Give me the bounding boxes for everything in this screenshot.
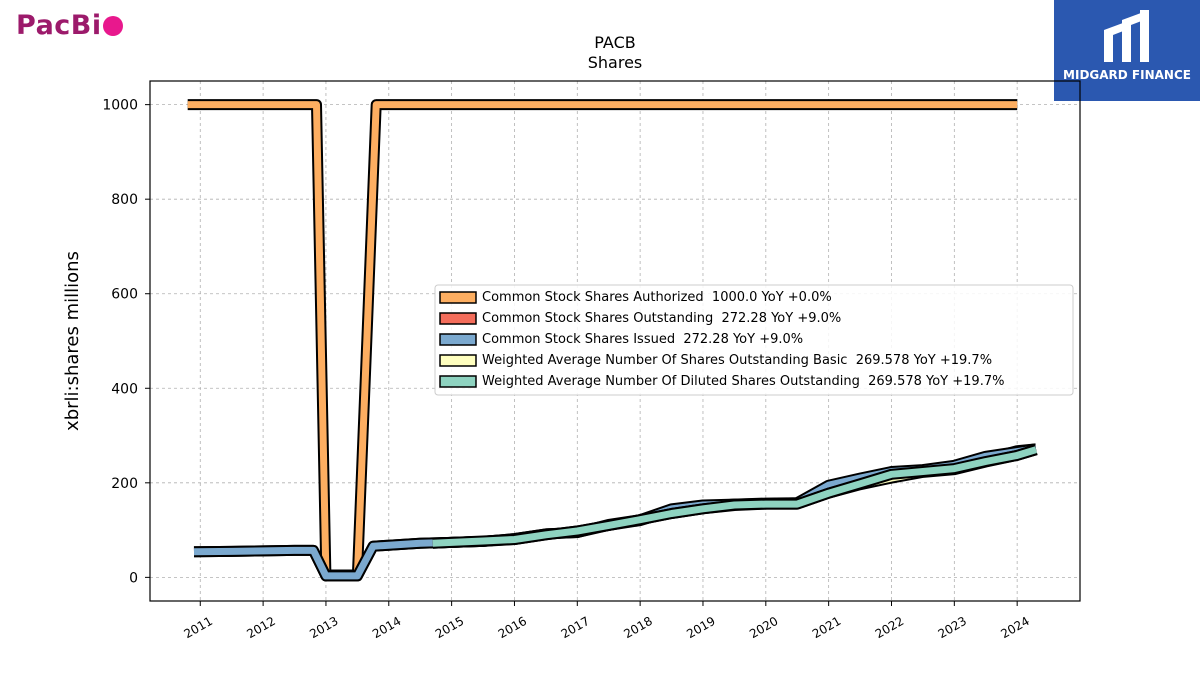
x-tick-label: 2020 [747,614,780,641]
legend-swatch [439,291,477,304]
pacbio-logo-dot [102,16,123,36]
legend-entry-label: Common Stock Shares Outstanding 272.28 Y… [482,311,841,326]
y-tick-label: 1000 [102,98,138,114]
legend-entry-label: Common Stock Shares Issued 272.28 YoY +9… [482,332,803,347]
legend-entry-label: Common Stock Shares Authorized 1000.0 Yo… [482,290,832,305]
x-tick-label: 2024 [998,614,1031,641]
chart-subtitle: Shares [588,53,643,72]
x-tick-label: 2012 [244,614,277,641]
series-line-weighted-average-number-of-diluted-shares-outstanding [432,446,1038,547]
y-tick-label: 600 [111,287,138,303]
legend-box [434,284,1074,396]
legend-entry-label: Weighted Average Number Of Diluted Share… [482,374,1004,389]
legend-swatch [439,312,477,325]
y-tick-label: 800 [111,192,138,208]
y-tick-label: 200 [111,476,138,492]
legend-entry-label: Weighted Average Number Of Shares Outsta… [482,353,992,368]
midgard-logo-icon [1104,10,1149,62]
chart-title: PACB [594,33,635,52]
x-tick-label: 2023 [936,614,969,641]
series-layer [187,99,1038,582]
x-tick-label: 2022 [873,614,906,641]
x-tick-label: 2017 [559,614,592,641]
x-tick-label: 2021 [810,614,843,641]
x-tick-label: 2013 [307,614,340,641]
x-tick-label: 2018 [621,614,654,641]
y-axis-label: xbrli:shares millions [62,251,83,431]
midgard-finance-badge: MIDGARD FINANCE [1054,0,1200,101]
pacbio-logo: PacBi [16,10,123,41]
x-tick-label: 2014 [370,614,403,641]
legend: Common Stock Shares Authorized 1000.0 Yo… [434,284,1074,396]
y-tick-label: 400 [111,381,138,397]
x-tick-label: 2011 [182,614,215,641]
midgard-finance-label: MIDGARD FINANCE [1063,68,1191,82]
legend-swatch [439,333,477,346]
x-tick-label: 2015 [433,614,466,641]
x-tick-label: 2016 [496,614,529,641]
y-tick-label: 0 [129,570,138,586]
legend-swatch [439,375,477,388]
x-tick-label: 2019 [684,614,717,641]
legend-swatch [439,354,477,367]
pacbio-logo-text: PacBi [16,10,102,41]
plot-frame [149,80,1081,602]
